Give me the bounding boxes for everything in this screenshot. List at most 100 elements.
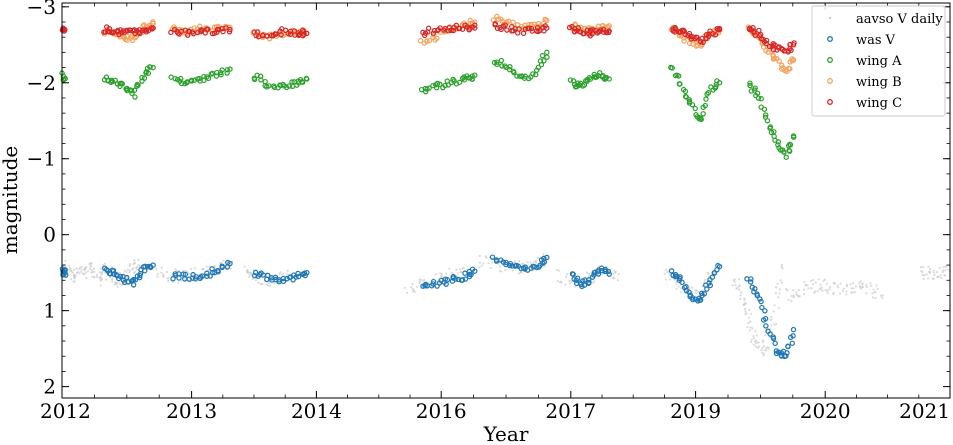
data-point (227, 260, 233, 267)
legend-marker (827, 57, 833, 63)
data-point (81, 272, 84, 275)
data-point (160, 266, 163, 269)
data-point (871, 296, 875, 299)
data-point (770, 315, 773, 319)
data-point (694, 292, 698, 295)
data-point (185, 269, 188, 273)
data-point (686, 30, 693, 37)
y-tick-label: 1 (43, 299, 56, 323)
data-point (93, 270, 96, 273)
data-point (130, 282, 137, 288)
data-point (456, 79, 463, 86)
data-point (780, 281, 783, 284)
data-point (248, 275, 251, 278)
data-point (937, 275, 940, 278)
data-point (194, 29, 201, 36)
data-point (84, 271, 87, 274)
data-point (870, 284, 873, 287)
data-point (79, 270, 83, 273)
data-point (672, 26, 679, 32)
data-point (705, 89, 712, 96)
data-point (273, 31, 279, 37)
data-point (702, 102, 708, 109)
data-point (749, 340, 753, 344)
data-point (89, 267, 92, 270)
data-point (555, 268, 559, 272)
data-point (425, 25, 432, 31)
data-point (828, 288, 831, 291)
data-point (754, 329, 757, 332)
data-point (680, 291, 683, 294)
data-point (131, 268, 134, 271)
data-point (772, 340, 778, 347)
data-point (614, 271, 617, 274)
data-point (749, 320, 752, 323)
data-point (869, 282, 872, 285)
data-point (266, 284, 270, 287)
data-point (142, 268, 148, 274)
data-point (204, 273, 210, 279)
data-point (821, 289, 824, 292)
data-point (833, 282, 837, 285)
data-point (204, 270, 210, 277)
data-point (714, 26, 720, 32)
data-point (458, 268, 462, 271)
data-point (472, 25, 478, 31)
data-point (542, 253, 545, 256)
data-point (669, 65, 675, 71)
data-point (752, 334, 755, 338)
data-point (267, 282, 270, 285)
data-point (811, 283, 815, 286)
data-point (526, 261, 529, 264)
data-point (772, 310, 775, 313)
data-point (497, 262, 500, 265)
data-point (591, 272, 597, 278)
data-point (865, 284, 868, 287)
data-point (160, 271, 163, 274)
data-point (225, 265, 228, 269)
data-point (440, 275, 443, 278)
data-point (219, 261, 222, 265)
data-point (798, 295, 801, 298)
data-point (261, 282, 264, 286)
data-point (462, 270, 468, 276)
data-point (117, 27, 124, 33)
data-point (767, 331, 773, 337)
data-point (865, 292, 868, 295)
x-tick-label: 2013 (166, 399, 217, 423)
data-point (286, 269, 289, 272)
data-point (150, 262, 156, 268)
data-point (849, 283, 852, 286)
legend-label: aavso V daily (856, 12, 943, 27)
data-point (504, 27, 510, 33)
data-point (758, 96, 764, 102)
data-point (944, 265, 948, 268)
data-point (91, 275, 94, 278)
data-point (760, 349, 763, 352)
data-point (861, 283, 864, 286)
data-point (677, 285, 680, 288)
data-point (489, 266, 492, 269)
data-point (921, 266, 925, 269)
data-point (775, 349, 782, 355)
data-point (582, 277, 588, 283)
data-point (695, 289, 698, 292)
data-point (229, 267, 232, 270)
data-point (518, 260, 521, 263)
data-point (819, 283, 822, 286)
data-point (472, 72, 478, 78)
legend-label: wing B (856, 75, 902, 90)
data-point (773, 323, 776, 326)
data-point (743, 297, 746, 300)
data-point (783, 353, 789, 359)
data-point (939, 274, 942, 277)
data-point (556, 279, 559, 282)
data-point (167, 279, 170, 283)
data-point (494, 61, 500, 68)
data-point (110, 30, 116, 36)
data-point (83, 273, 86, 276)
data-point (580, 83, 586, 89)
data-point (90, 271, 93, 274)
data-point (699, 290, 705, 297)
data-point (530, 71, 536, 77)
